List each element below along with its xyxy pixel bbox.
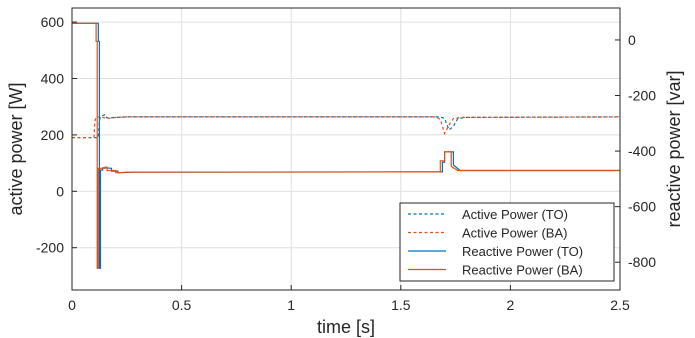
y-left-tick-label: 600 [41, 14, 65, 30]
x-tick-label: 1 [287, 297, 295, 313]
axis-ticks: 0 0.5 1 1.5 2 2.5 600 400 200 0 -200 0 -200 -400 -600 -… [36, 14, 656, 313]
y-axis-right-label: reactive power [var] [664, 70, 684, 227]
y-right-tick-label: -800 [628, 254, 656, 270]
x-tick-label: 2.5 [610, 297, 630, 313]
x-axis-label: time [s] [317, 317, 375, 337]
x-tick-label: 0 [68, 297, 76, 313]
y-left-tick-label: -200 [36, 240, 64, 256]
y-left-tick-label: 0 [56, 183, 64, 199]
legend: Active Power (TO) Active Power (BA) Reacti… [399, 202, 615, 282]
y-right-tick-label: 0 [628, 32, 636, 48]
legend-box [399, 202, 615, 282]
legend-label: Active Power (TO) [462, 207, 568, 222]
y-left-tick-label: 400 [41, 71, 65, 87]
series-line-3 [72, 22, 620, 269]
legend-label: Active Power (BA) [462, 226, 567, 241]
series-layer [72, 22, 621, 269]
series-line-0 [72, 113, 621, 139]
y-left-tick-label: 200 [41, 127, 65, 143]
y-right-tick-label: -400 [628, 143, 656, 159]
x-tick-label: 1.5 [391, 297, 411, 313]
legend-label: Reactive Power (TO) [462, 244, 583, 259]
x-tick-label: 2 [507, 297, 515, 313]
legend-label: Reactive Power (BA) [462, 263, 583, 278]
y-right-tick-label: -600 [628, 199, 656, 215]
y-right-tick-label: -200 [628, 88, 656, 104]
series-line-1 [72, 115, 621, 139]
x-tick-label: 0.5 [172, 297, 192, 313]
y-axis-left-label: active power [W] [6, 82, 26, 215]
plot-frame [71, 7, 621, 291]
